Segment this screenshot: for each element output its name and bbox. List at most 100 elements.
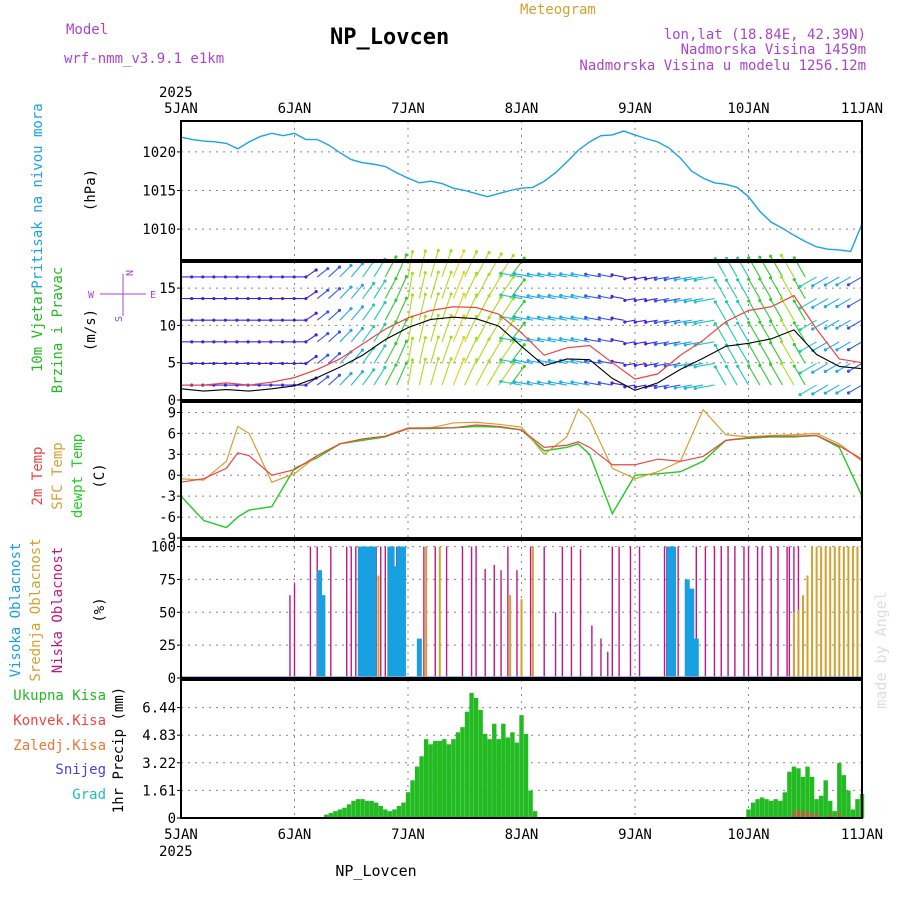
cloud-bar: [529, 546, 532, 678]
wind-arrow: [384, 364, 397, 386]
precip-bar: [387, 811, 393, 818]
wind-arrow-head: [623, 298, 627, 302]
wind-arrow-head: [462, 357, 466, 361]
wind-arrow-head: [644, 363, 648, 368]
wind-arrow-head: [769, 319, 773, 323]
wind-arrow-head: [223, 275, 227, 279]
cloud-bar: [756, 546, 759, 678]
y-tick-label: 10: [159, 318, 176, 334]
wind-arrow: [737, 301, 749, 321]
wind-arrow-head: [683, 343, 687, 347]
wind-arrow-head: [798, 284, 802, 289]
wind-arrow-head: [314, 290, 318, 294]
wind-arrow-head: [610, 316, 614, 320]
wind-arrow: [624, 298, 636, 301]
wind-arrow-head: [758, 363, 762, 367]
wind-arrow: [695, 298, 715, 303]
wind-arrow: [328, 309, 340, 321]
wind-arrow: [836, 341, 851, 351]
wind-arrow-head: [835, 369, 839, 373]
wind-arrow: [836, 276, 851, 286]
wind-arrow-head: [404, 275, 409, 279]
wind-arrow-head: [559, 315, 563, 319]
wind-arrow: [560, 338, 579, 343]
precip-bar: [333, 811, 338, 818]
wind-arrow-head: [404, 253, 409, 257]
precip-conv-bar: [810, 812, 814, 818]
wind-arrow: [452, 250, 465, 278]
wind-arrow-head: [570, 272, 574, 276]
temp-label-3: dewpt Temp: [70, 434, 86, 518]
wind-arrow-head: [559, 293, 563, 298]
cloud-bar: [507, 546, 509, 678]
wind-arrow-head: [201, 318, 205, 322]
wind-arrow: [812, 341, 829, 352]
wind-arrow: [737, 344, 749, 364]
precip-bar: [755, 799, 760, 818]
wind-arrow: [339, 373, 352, 386]
wind-arrow-head: [769, 341, 773, 345]
bottom-day-label: 7JAN: [391, 827, 425, 843]
precip-bar: [451, 739, 456, 818]
wind-panel: 0 5 10 15: [159, 248, 863, 409]
wind-arrow-head: [798, 328, 802, 332]
cloud-bar: [579, 549, 582, 678]
wind-arrow-head: [713, 322, 717, 326]
precip-bar: [501, 723, 506, 818]
wind-arrow: [793, 279, 806, 299]
wind-arrow: [780, 298, 795, 321]
wind-arrow-head: [512, 315, 517, 319]
wind-arrow-head: [337, 287, 342, 291]
cloud-label-3: Niska Oblacnost: [50, 547, 66, 673]
y-tick-label: 5: [168, 356, 176, 372]
cloud-bar: [618, 546, 620, 678]
wind-arrow-head: [769, 276, 773, 280]
cloud-bar: [693, 638, 699, 678]
wind-arrow-head: [326, 310, 330, 314]
cloud-label-2: Srednja Oblacnost: [28, 538, 44, 681]
wind-arrow: [418, 315, 426, 342]
cloud-bar: [484, 568, 486, 678]
wind-arrow: [685, 384, 704, 389]
precip-bar: [846, 790, 851, 818]
wind-arrow: [836, 384, 851, 394]
wind-arrow-head: [436, 248, 440, 253]
wind-arrow-head: [337, 330, 342, 334]
wind-arrow: [452, 272, 465, 299]
wind-arrow-head: [811, 392, 815, 396]
wind-arrow-head: [487, 250, 491, 255]
wind-arrow-head: [747, 320, 751, 325]
wind-arrow-head: [623, 342, 627, 346]
y-tick-label: 0: [168, 393, 176, 409]
bottom-day-label: 10JAN: [727, 827, 769, 843]
wind-arrow-head: [337, 265, 342, 269]
wind-arrow-head: [537, 272, 541, 276]
wind-arrow: [611, 382, 624, 386]
precip-bar: [419, 756, 424, 818]
wind-arrow: [362, 347, 375, 364]
wind-arrow: [407, 295, 413, 321]
wind-arrow-head: [792, 277, 796, 282]
precip-bar: [351, 800, 356, 818]
top-day-label: 8JAN: [505, 101, 539, 117]
wind-arrow-head: [522, 278, 526, 282]
y-tick-label: 100: [151, 540, 176, 556]
wind-arrow-head: [326, 288, 330, 292]
precip-legend-item: Zaledj.Kisa: [13, 738, 106, 754]
precip-bar: [764, 799, 769, 818]
wind-arrow: [430, 250, 439, 278]
precip-bar: [442, 739, 447, 818]
wind-arrow: [441, 315, 452, 342]
wind-arrow: [500, 294, 522, 300]
wind-arrow-head: [673, 386, 677, 390]
wind-arrow-head: [511, 253, 515, 258]
precip-bar: [428, 744, 433, 818]
wind-arrow-head: [653, 299, 658, 303]
wind-arrow-head: [693, 300, 697, 304]
wind-arrow-head: [846, 326, 851, 330]
wind-arrow-head: [280, 318, 285, 322]
wind-arrow-head: [190, 275, 194, 279]
wind-arrow: [737, 279, 749, 299]
temp-unit: (C): [92, 463, 108, 488]
wind-arrow-head: [349, 328, 353, 332]
